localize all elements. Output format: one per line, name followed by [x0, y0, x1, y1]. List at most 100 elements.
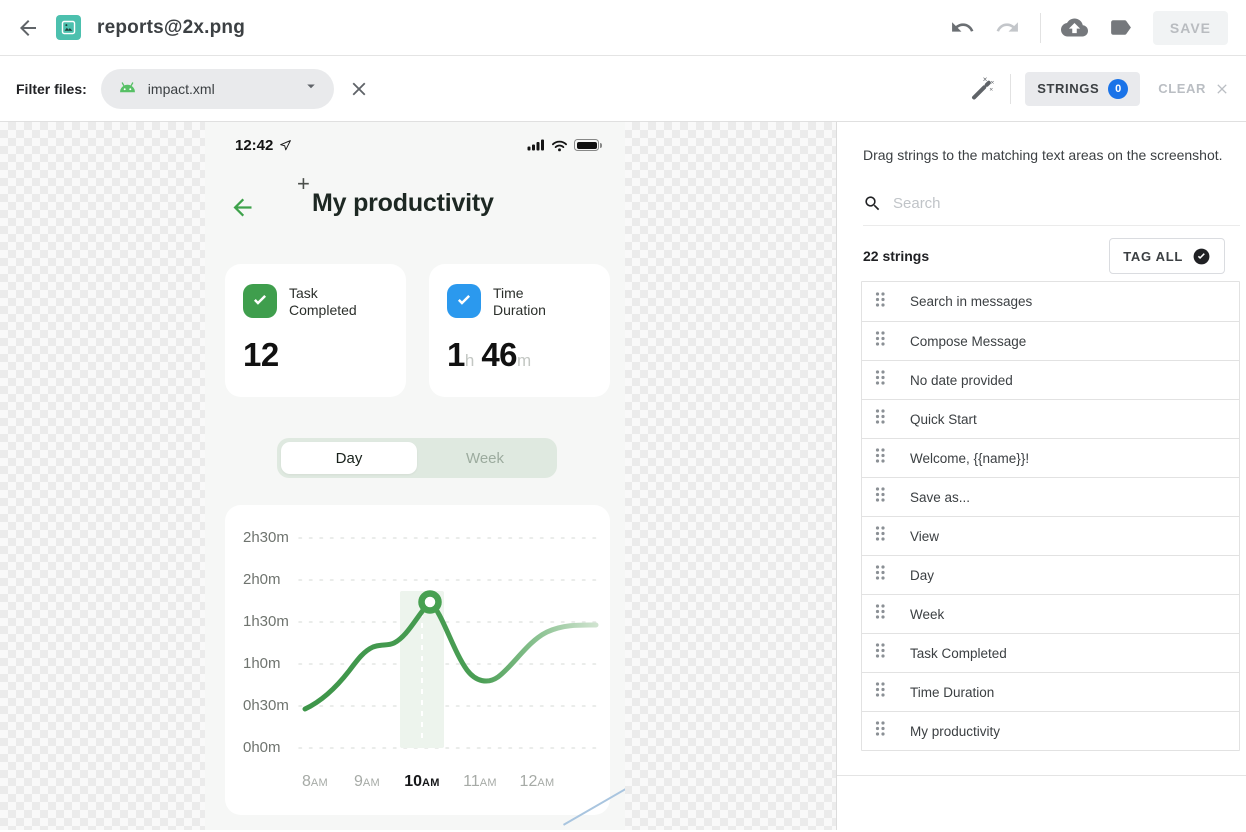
string-label: Task Completed [910, 645, 1007, 661]
day-week-toggle: Day Week [277, 438, 557, 478]
drag-handle-icon[interactable] [874, 369, 886, 391]
wifi-icon [551, 140, 568, 151]
task-completed-value: 12 [243, 336, 279, 373]
drag-handle-icon[interactable] [874, 291, 886, 313]
svg-text:×: × [983, 75, 988, 84]
string-list-item[interactable]: Save as... [862, 477, 1239, 516]
chart-y-tick: 2h0m [243, 571, 281, 588]
strings-count-badge: 0 [1108, 78, 1129, 99]
string-list-item[interactable]: Day [862, 555, 1239, 594]
strings-button-label: STRINGS [1037, 81, 1100, 96]
svg-text:×: × [989, 87, 993, 94]
string-list-item[interactable]: Compose Message [862, 321, 1239, 360]
drag-handle-icon[interactable] [874, 447, 886, 469]
string-list-item[interactable]: My productivity [862, 711, 1239, 750]
productivity-chart: 2h30m 2h0m 1h30m 1h0m 0h30m 0h0m [225, 505, 610, 815]
back-icon[interactable] [16, 16, 40, 40]
string-label: Search in messages [910, 294, 1033, 309]
clear-tags-button[interactable]: CLEAR [1158, 81, 1230, 97]
string-list-item[interactable]: Task Completed [862, 633, 1239, 672]
plus-marker: + [297, 171, 310, 196]
chart-x-tick: 9AM [353, 773, 381, 790]
save-button[interactable]: SAVE [1152, 10, 1228, 45]
status-time: 12:42 [235, 136, 274, 154]
search-input[interactable] [893, 195, 1240, 212]
drag-handle-icon[interactable] [874, 681, 886, 703]
clear-x-icon [1217, 83, 1227, 94]
toggle-option-week: Week [465, 449, 505, 467]
string-label: Compose Message [910, 333, 1027, 349]
chart-line [302, 598, 599, 712]
filter-bar: Filter files: impact.xml [0, 56, 1246, 122]
count-row: 22 strings TAG ALL [863, 236, 1225, 276]
dropdown-caret-icon [302, 77, 320, 100]
search-icon [865, 196, 880, 211]
string-label: Day [910, 567, 935, 583]
phone-screenshot[interactable]: 12:42 [205, 122, 625, 830]
drag-handle-icon[interactable] [874, 642, 886, 664]
string-list-item[interactable]: View [862, 516, 1239, 555]
magic-wand-icon[interactable]: × × × [969, 75, 996, 102]
strings-count-label: 22 strings [863, 248, 930, 264]
top-toolbar: reports@2x.png SAVE [0, 0, 1246, 56]
strings-panel: Drag strings to the matching text areas … [836, 122, 1246, 830]
drag-handle-icon[interactable] [874, 525, 886, 547]
drag-handle-icon[interactable] [874, 603, 886, 625]
string-label: Save as... [910, 489, 971, 505]
string-list-item[interactable]: Quick Start [862, 399, 1239, 438]
string-list-item[interactable]: No date provided [862, 360, 1239, 399]
string-list-item[interactable]: Time Duration [862, 672, 1239, 711]
cloud-upload-icon[interactable] [1060, 14, 1088, 41]
string-label: My productivity [910, 723, 1001, 739]
string-list-item[interactable]: Search in messages [862, 282, 1239, 321]
drag-handle-icon[interactable] [874, 408, 886, 430]
battery-icon [574, 139, 602, 151]
chart-x-tick: 12AM [519, 773, 555, 790]
drag-handle-icon[interactable] [874, 486, 886, 508]
location-arrow-icon [280, 139, 292, 150]
chart-y-axis: 2h30m 2h0m 1h30m 1h0m 0h30m 0h0m [243, 517, 289, 769]
search-row [863, 182, 1240, 226]
screenshot-canvas: 12:42 [0, 122, 836, 830]
chart-x-tick-active: 10AM [404, 773, 440, 790]
chart-x-tick: 11AM [463, 773, 497, 790]
tag-all-button[interactable]: TAG ALL [1109, 238, 1225, 274]
file-filter-dropdown[interactable]: impact.xml [100, 68, 334, 109]
string-label: View [910, 528, 940, 544]
string-label: Quick Start [910, 411, 977, 427]
chart-plot [298, 537, 599, 749]
clear-filter-icon[interactable] [348, 78, 370, 100]
chart-y-tick: 1h30m [243, 613, 289, 630]
back-arrow-green-icon [227, 194, 258, 226]
phone-status-bar: 12:42 [235, 134, 602, 156]
string-label: Time Duration [910, 684, 995, 700]
drag-handle-icon[interactable] [874, 720, 886, 742]
chart-x-tick: 8AM [301, 773, 329, 790]
tag-all-label: TAG ALL [1123, 248, 1183, 264]
strings-toggle-button[interactable]: STRINGS 0 [1025, 71, 1141, 106]
string-list-item[interactable]: Welcome, {{name}}! [862, 438, 1239, 477]
check-icon [243, 284, 277, 318]
filterbar-divider [1010, 73, 1012, 104]
drag-handle-icon[interactable] [874, 330, 886, 352]
signal-bars-icon [527, 139, 544, 151]
panel-instruction: Drag strings to the matching text areas … [863, 147, 1223, 163]
string-label: Week [910, 606, 945, 622]
clear-button-label: CLEAR [1158, 81, 1206, 96]
string-list-item[interactable]: Week [862, 594, 1239, 633]
strings-list: Search in messages Compose Message No da… [861, 281, 1240, 751]
time-duration-card: Time Duration 1h 46m [429, 264, 610, 397]
android-icon [117, 79, 138, 99]
image-file-icon [56, 15, 81, 40]
undo-icon[interactable] [950, 15, 975, 40]
svg-text:×: × [991, 79, 995, 86]
phone-screen-title: My productivity [312, 189, 494, 217]
tag-icon[interactable] [1108, 15, 1133, 40]
time-duration-value: 1h 46m [447, 336, 532, 373]
selected-file-name: impact.xml [147, 80, 215, 97]
check-circle-icon [1193, 248, 1210, 264]
drag-handle-icon[interactable] [874, 564, 886, 586]
string-label: No date provided [910, 372, 1013, 388]
redo-icon[interactable] [995, 15, 1020, 40]
toggle-option-day: Day [281, 442, 417, 474]
